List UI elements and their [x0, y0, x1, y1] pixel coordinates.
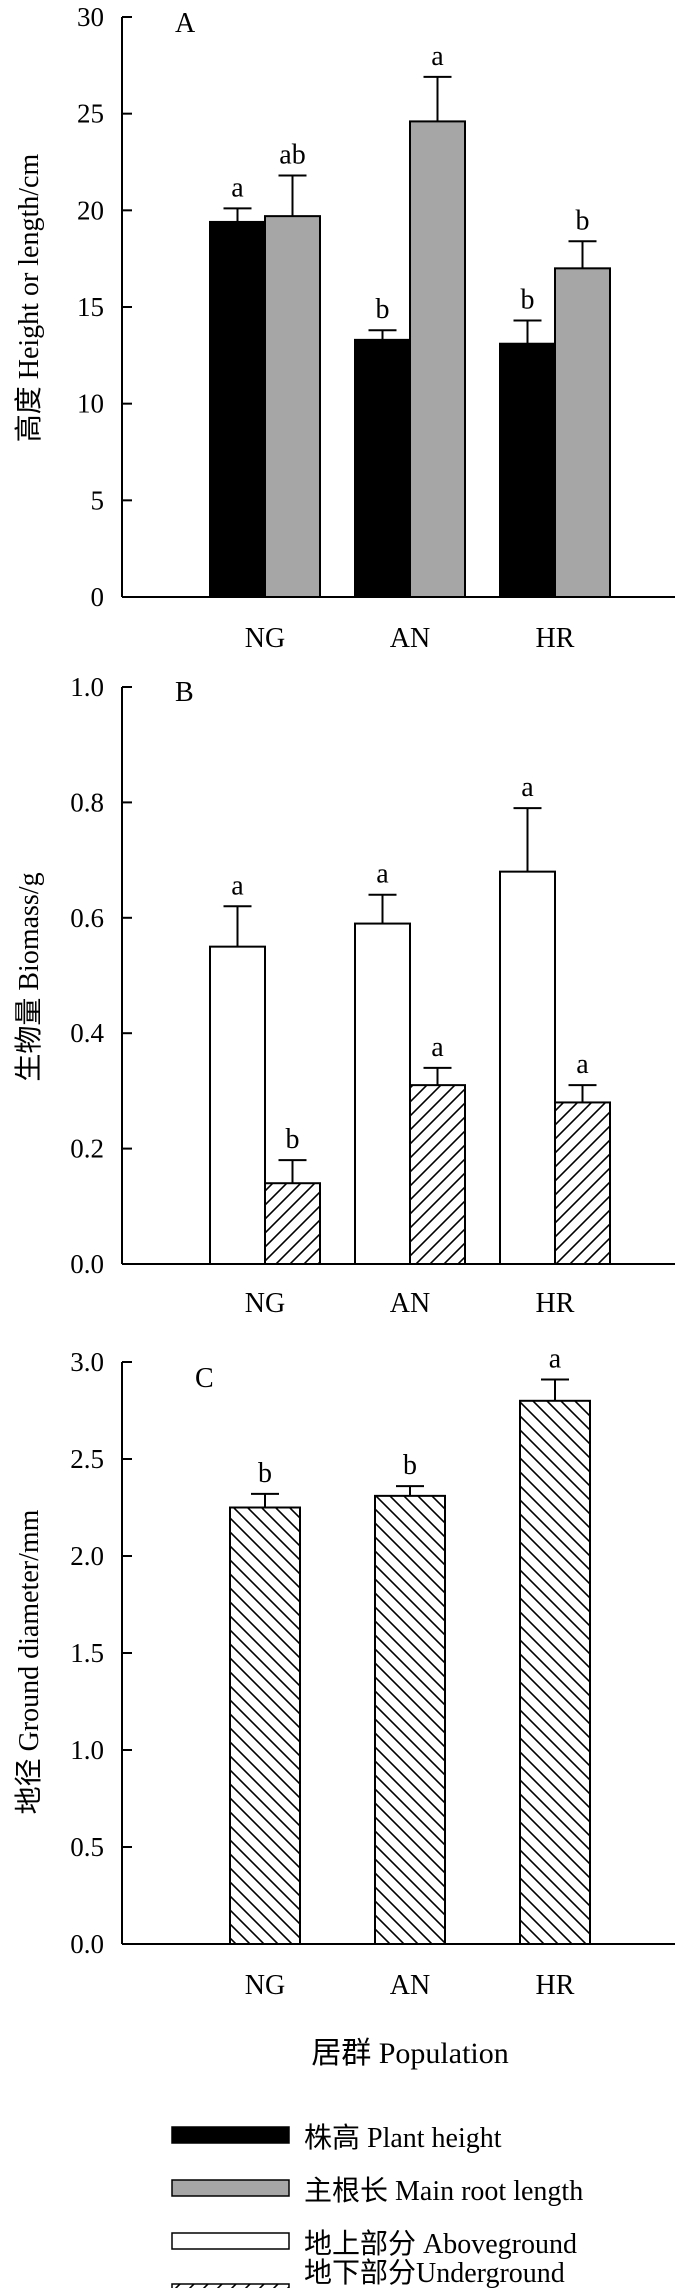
panel-b-plot-area: 0.0 0.2 0.4 0.6 0.8 1.0 a a a b a a	[70, 672, 675, 1279]
panel-c-significance-letter: b	[403, 1450, 417, 1481]
panel-a-bar-ng-s0	[209, 220, 266, 599]
panel-b-bar-hr-s0	[499, 870, 556, 1265]
panel-c-significance-letter: a	[549, 1343, 562, 1374]
panel-b-significance-letter: a	[431, 1032, 444, 1063]
panel-b-ytick-label: 1.0	[70, 672, 104, 702]
panel-a-ytick-label: 20	[77, 195, 104, 225]
legend: 株高 Plant height 主根长 Main root length 地上部…	[171, 2122, 583, 2288]
legend-label-main-root-length: 主根长 Main root length	[304, 2175, 583, 2207]
legend-label-plant-height: 株高 Plant height	[304, 2122, 502, 2154]
panel-a-ytick-label: 5	[91, 485, 105, 515]
panel-a-bar-hr-s1	[554, 267, 611, 598]
panel-b-significance-letter: b	[286, 1124, 300, 1155]
panel-a-bar-hr-s0	[499, 342, 556, 598]
panel-c-plot-area: 0.0 0.5 1.0 1.5 2.0 2.5 3.0 b b a	[70, 1343, 675, 1959]
panel-c-xtick-hr: HR	[536, 1970, 575, 2001]
panel-c-xtick-ng: NG	[245, 1970, 285, 2001]
panel-b-significance-letter: a	[231, 870, 244, 901]
panel-a-significance-letter: b	[576, 205, 590, 236]
panel-c-ytick-label: 0.0	[70, 1929, 104, 1959]
panel-b-ytick-label: 0.8	[70, 787, 104, 817]
panel-a-ylabel: 高度 Height or length/cm	[13, 154, 45, 443]
panel-a-xtick-hr: HR	[536, 623, 575, 654]
panel-c-ytick-label: 1.0	[70, 1735, 104, 1765]
legend-label-aboveground: 地上部分 Aboveground	[304, 2228, 577, 2260]
panel-b-bar-an-s0	[354, 922, 411, 1265]
panel-a-ytick-label: 30	[77, 2, 104, 32]
panel-a-xtick-an: AN	[390, 623, 430, 654]
panel-b-label: B	[175, 677, 194, 708]
panel-b: 0.0 0.2 0.4 0.6 0.8 1.0 a a a b a a B 生物量 Biomass/g…	[13, 672, 675, 1319]
legend-swatch-aboveground	[171, 2232, 290, 2250]
panel-c-ylabel: 地径 Ground diameter/mm	[13, 1509, 45, 1814]
panel-c-bar-ng-s0	[229, 1506, 301, 1945]
panel-a-significance-letter: a	[431, 41, 444, 72]
panel-b-bar-ng-s0	[209, 945, 266, 1266]
panel-a-ytick-label: 25	[77, 99, 104, 129]
legend-swatch-underground	[171, 2283, 290, 2288]
panel-a-significance-letter: ab	[279, 140, 305, 171]
panel-c-xtick-an: AN	[390, 1970, 430, 2001]
panel-b-xtick-hr: HR	[536, 1288, 575, 1319]
panel-b-ylabel: 生物量 Biomass/g	[13, 872, 45, 1081]
panel-b-bar-ng-s1	[264, 1182, 321, 1265]
panel-a-ytick-label: 10	[77, 389, 104, 419]
panel-b-ytick-label: 0.6	[70, 903, 104, 933]
panel-b-ytick-label: 0.0	[70, 1249, 104, 1279]
panel-c-label: C	[195, 1363, 214, 1394]
panel-a-significance-letter: b	[521, 285, 535, 316]
panel-a-ytick-label: 0	[91, 582, 105, 612]
legend-swatch-main-root-length	[171, 2179, 290, 2197]
panel-c-bar-an-s0	[374, 1494, 446, 1945]
panel-a-bar-an-s0	[354, 338, 411, 598]
panel-c-xlabel: 居群 Population	[311, 2037, 509, 2070]
panel-b-xtick-an: AN	[390, 1288, 430, 1319]
panel-a-bar-ng-s1	[264, 215, 321, 598]
panel-b-significance-letter: a	[576, 1049, 589, 1080]
panel-c-ytick-label: 2.0	[70, 1541, 104, 1571]
panel-a-ytick-label: 15	[77, 292, 104, 322]
panel-b-bar-hr-s1	[554, 1101, 611, 1265]
panel-b-significance-letter: a	[376, 859, 389, 890]
legend-swatch-plant-height	[171, 2126, 290, 2144]
panel-c-significance-letter: b	[258, 1458, 272, 1489]
panel-c-ytick-label: 2.5	[70, 1444, 104, 1474]
panel-a-significance-letter: a	[231, 172, 244, 203]
legend-label-underground: 地下部分Underground	[304, 2257, 565, 2288]
panel-b-ytick-label: 0.2	[70, 1134, 104, 1164]
panel-c-ytick-label: 3.0	[70, 1347, 104, 1377]
panel-c: 0.0 0.5 1.0 1.5 2.0 2.5 3.0 b b a C 地径 Ground dia…	[13, 1343, 675, 2070]
panel-b-xtick-ng: NG	[245, 1288, 285, 1319]
panel-c-ytick-label: 1.5	[70, 1638, 104, 1668]
panel-a-significance-letter: b	[376, 294, 390, 325]
panel-b-ytick-label: 0.4	[70, 1018, 104, 1048]
panel-b-bar-an-s1	[409, 1084, 466, 1265]
panel-c-ytick-label: 0.5	[70, 1832, 104, 1862]
panel-a-label: A	[175, 8, 196, 39]
panel-b-significance-letter: a	[521, 772, 534, 803]
panel-a-bar-an-s1	[409, 120, 466, 599]
panel-a-xtick-ng: NG	[245, 623, 285, 654]
panel-c-bar-hr-s0	[519, 1399, 591, 1946]
